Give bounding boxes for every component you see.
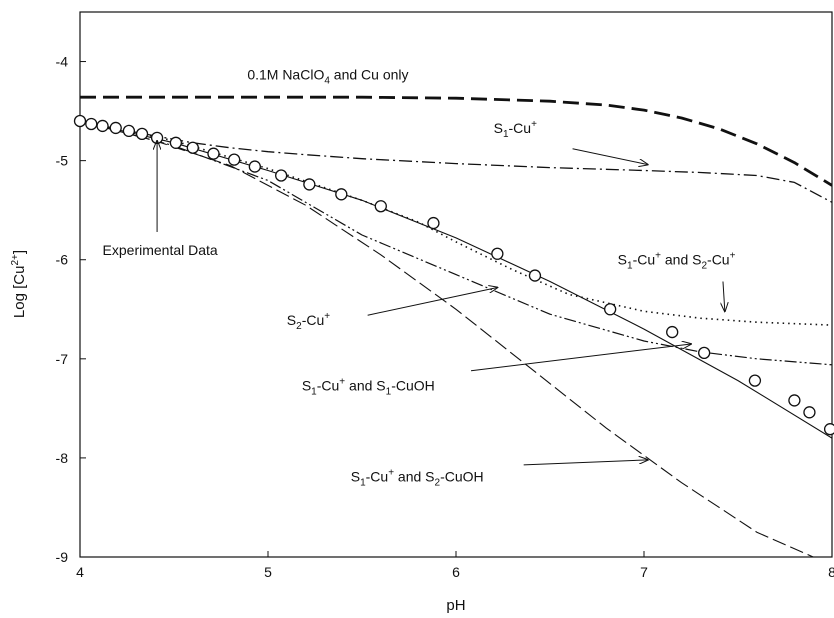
data-point xyxy=(207,147,220,160)
x-tick-label-5: 5 xyxy=(264,564,272,580)
y-tick-label-6: -6 xyxy=(56,252,69,268)
annotation-arrow-4 xyxy=(367,287,498,316)
data-point xyxy=(248,160,261,173)
data-point xyxy=(85,117,98,131)
annotation-1: S1-Cu+ xyxy=(494,119,537,140)
data-point xyxy=(788,394,801,407)
annotation-arrow-5 xyxy=(470,344,691,372)
data-point xyxy=(803,406,816,419)
data-point xyxy=(604,303,617,316)
x-tick-label-7: 7 xyxy=(640,564,648,580)
annotation-6: S1-Cu+ and S2-CuOH xyxy=(351,468,484,489)
series-group xyxy=(80,95,832,557)
series-s1-cu xyxy=(80,120,832,203)
annotation-arrow-1 xyxy=(572,148,648,165)
y-tick-label-8: -8 xyxy=(56,450,69,466)
annotation-2: Experimental Data xyxy=(103,242,218,258)
markers-group xyxy=(73,114,834,436)
data-point xyxy=(169,136,183,149)
annotation-0: 0.1M NaClO4 and Cu only xyxy=(247,66,408,86)
x-axis-title: pH xyxy=(446,597,465,614)
series-0-1m-naclo4-and-cu-only xyxy=(80,95,832,187)
annotation-5: S1-Cu+ and S1-CuOH xyxy=(302,377,435,398)
data-point xyxy=(491,247,504,260)
data-point xyxy=(122,124,136,138)
data-point xyxy=(666,325,679,339)
data-point xyxy=(335,188,348,201)
data-point xyxy=(528,269,542,282)
axis-ticks: 4 5 6 7 8 -9 -8 -7 -6 -5 -4 xyxy=(56,54,834,580)
annotation-arrow-3 xyxy=(723,281,725,312)
data-point xyxy=(186,141,199,154)
data-point xyxy=(135,127,149,141)
series-s1-cu-and-s2-cuoh xyxy=(80,120,814,557)
x-tick-label-4: 4 xyxy=(76,564,84,580)
series-s2-cu xyxy=(80,120,832,366)
y-tick-label-9: -9 xyxy=(56,549,69,565)
data-point xyxy=(748,374,762,387)
data-point xyxy=(427,216,440,230)
annotation-arrow-6 xyxy=(523,460,648,466)
data-point xyxy=(109,121,122,135)
series-s1-cu-and-s1-cuoh xyxy=(80,120,832,439)
data-point xyxy=(96,119,109,133)
data-point xyxy=(73,114,87,128)
data-point xyxy=(823,423,834,436)
annotation-4: S2-Cu+ xyxy=(287,311,330,332)
data-point xyxy=(303,178,316,191)
y-axis-title: Log [Cu2+] xyxy=(10,250,28,318)
x-tick-label-8: 8 xyxy=(828,564,834,580)
annotations-group: 0.1M NaClO4 and Cu only S1-Cu+ Experimenta… xyxy=(103,66,736,488)
data-point xyxy=(228,153,241,166)
data-point xyxy=(698,346,711,360)
y-tick-label-4: -4 xyxy=(56,54,69,70)
x-tick-label-6: 6 xyxy=(452,564,460,580)
annotation-3: S1-Cu+ and S2-Cu+ xyxy=(618,251,736,272)
y-tick-label-7: -7 xyxy=(56,351,69,367)
data-point xyxy=(275,169,288,182)
data-point xyxy=(374,200,387,213)
y-tick-label-5: -5 xyxy=(56,153,69,169)
